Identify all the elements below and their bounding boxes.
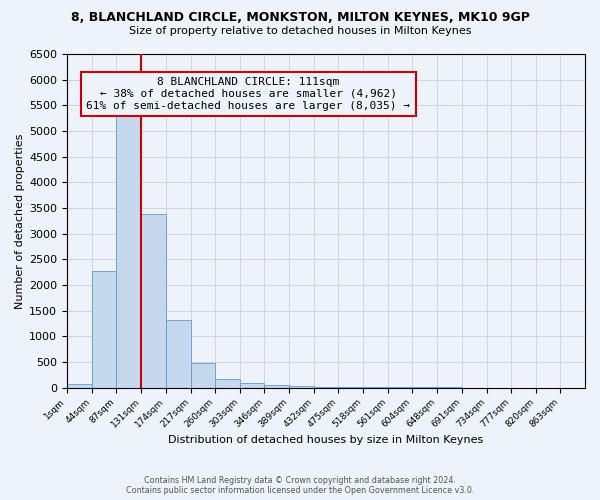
Bar xyxy=(67,384,92,388)
Bar xyxy=(116,109,141,388)
Bar xyxy=(142,214,166,388)
Text: 8, BLANCHLAND CIRCLE, MONKSTON, MILTON KEYNES, MK10 9GP: 8, BLANCHLAND CIRCLE, MONKSTON, MILTON K… xyxy=(71,11,529,24)
Bar xyxy=(240,383,265,388)
Text: Size of property relative to detached houses in Milton Keynes: Size of property relative to detached ho… xyxy=(129,26,471,36)
Bar xyxy=(191,363,215,388)
Text: Contains HM Land Registry data © Crown copyright and database right 2024.
Contai: Contains HM Land Registry data © Crown c… xyxy=(126,476,474,495)
Text: 8 BLANCHLAND CIRCLE: 111sqm
← 38% of detached houses are smaller (4,962)
61% of : 8 BLANCHLAND CIRCLE: 111sqm ← 38% of det… xyxy=(86,78,410,110)
Bar xyxy=(92,271,116,388)
Y-axis label: Number of detached properties: Number of detached properties xyxy=(15,133,25,308)
Bar xyxy=(166,320,191,388)
Bar xyxy=(338,387,363,388)
Bar xyxy=(289,386,314,388)
Bar xyxy=(265,385,289,388)
Bar xyxy=(314,386,338,388)
Bar xyxy=(215,379,240,388)
X-axis label: Distribution of detached houses by size in Milton Keynes: Distribution of detached houses by size … xyxy=(169,435,484,445)
